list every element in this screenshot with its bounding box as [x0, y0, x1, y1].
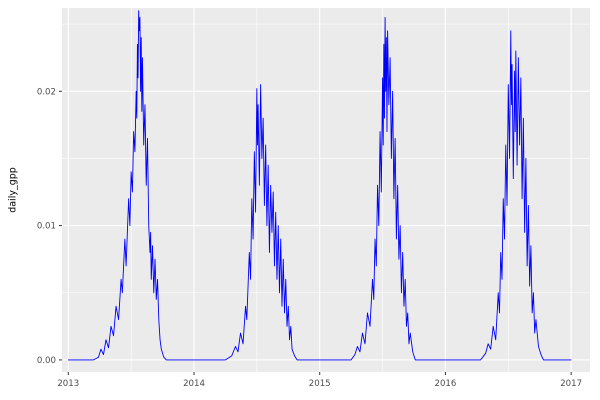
- x-tick-label: 2014: [183, 379, 205, 389]
- y-tick-label: 0.01: [37, 222, 56, 232]
- series-line: [67, 10, 572, 361]
- x-tick-label: 2017: [560, 379, 582, 389]
- y-axis-title: daily_gpp: [7, 167, 19, 213]
- x-tick-label: 2015: [309, 379, 331, 389]
- y-tick-label: 0.02: [37, 87, 56, 97]
- x-tick-label: 2013: [57, 379, 79, 389]
- x-tick-label: 2016: [434, 379, 456, 389]
- y-tick-label: 0.00: [37, 356, 56, 366]
- plot-panel: [62, 8, 590, 372]
